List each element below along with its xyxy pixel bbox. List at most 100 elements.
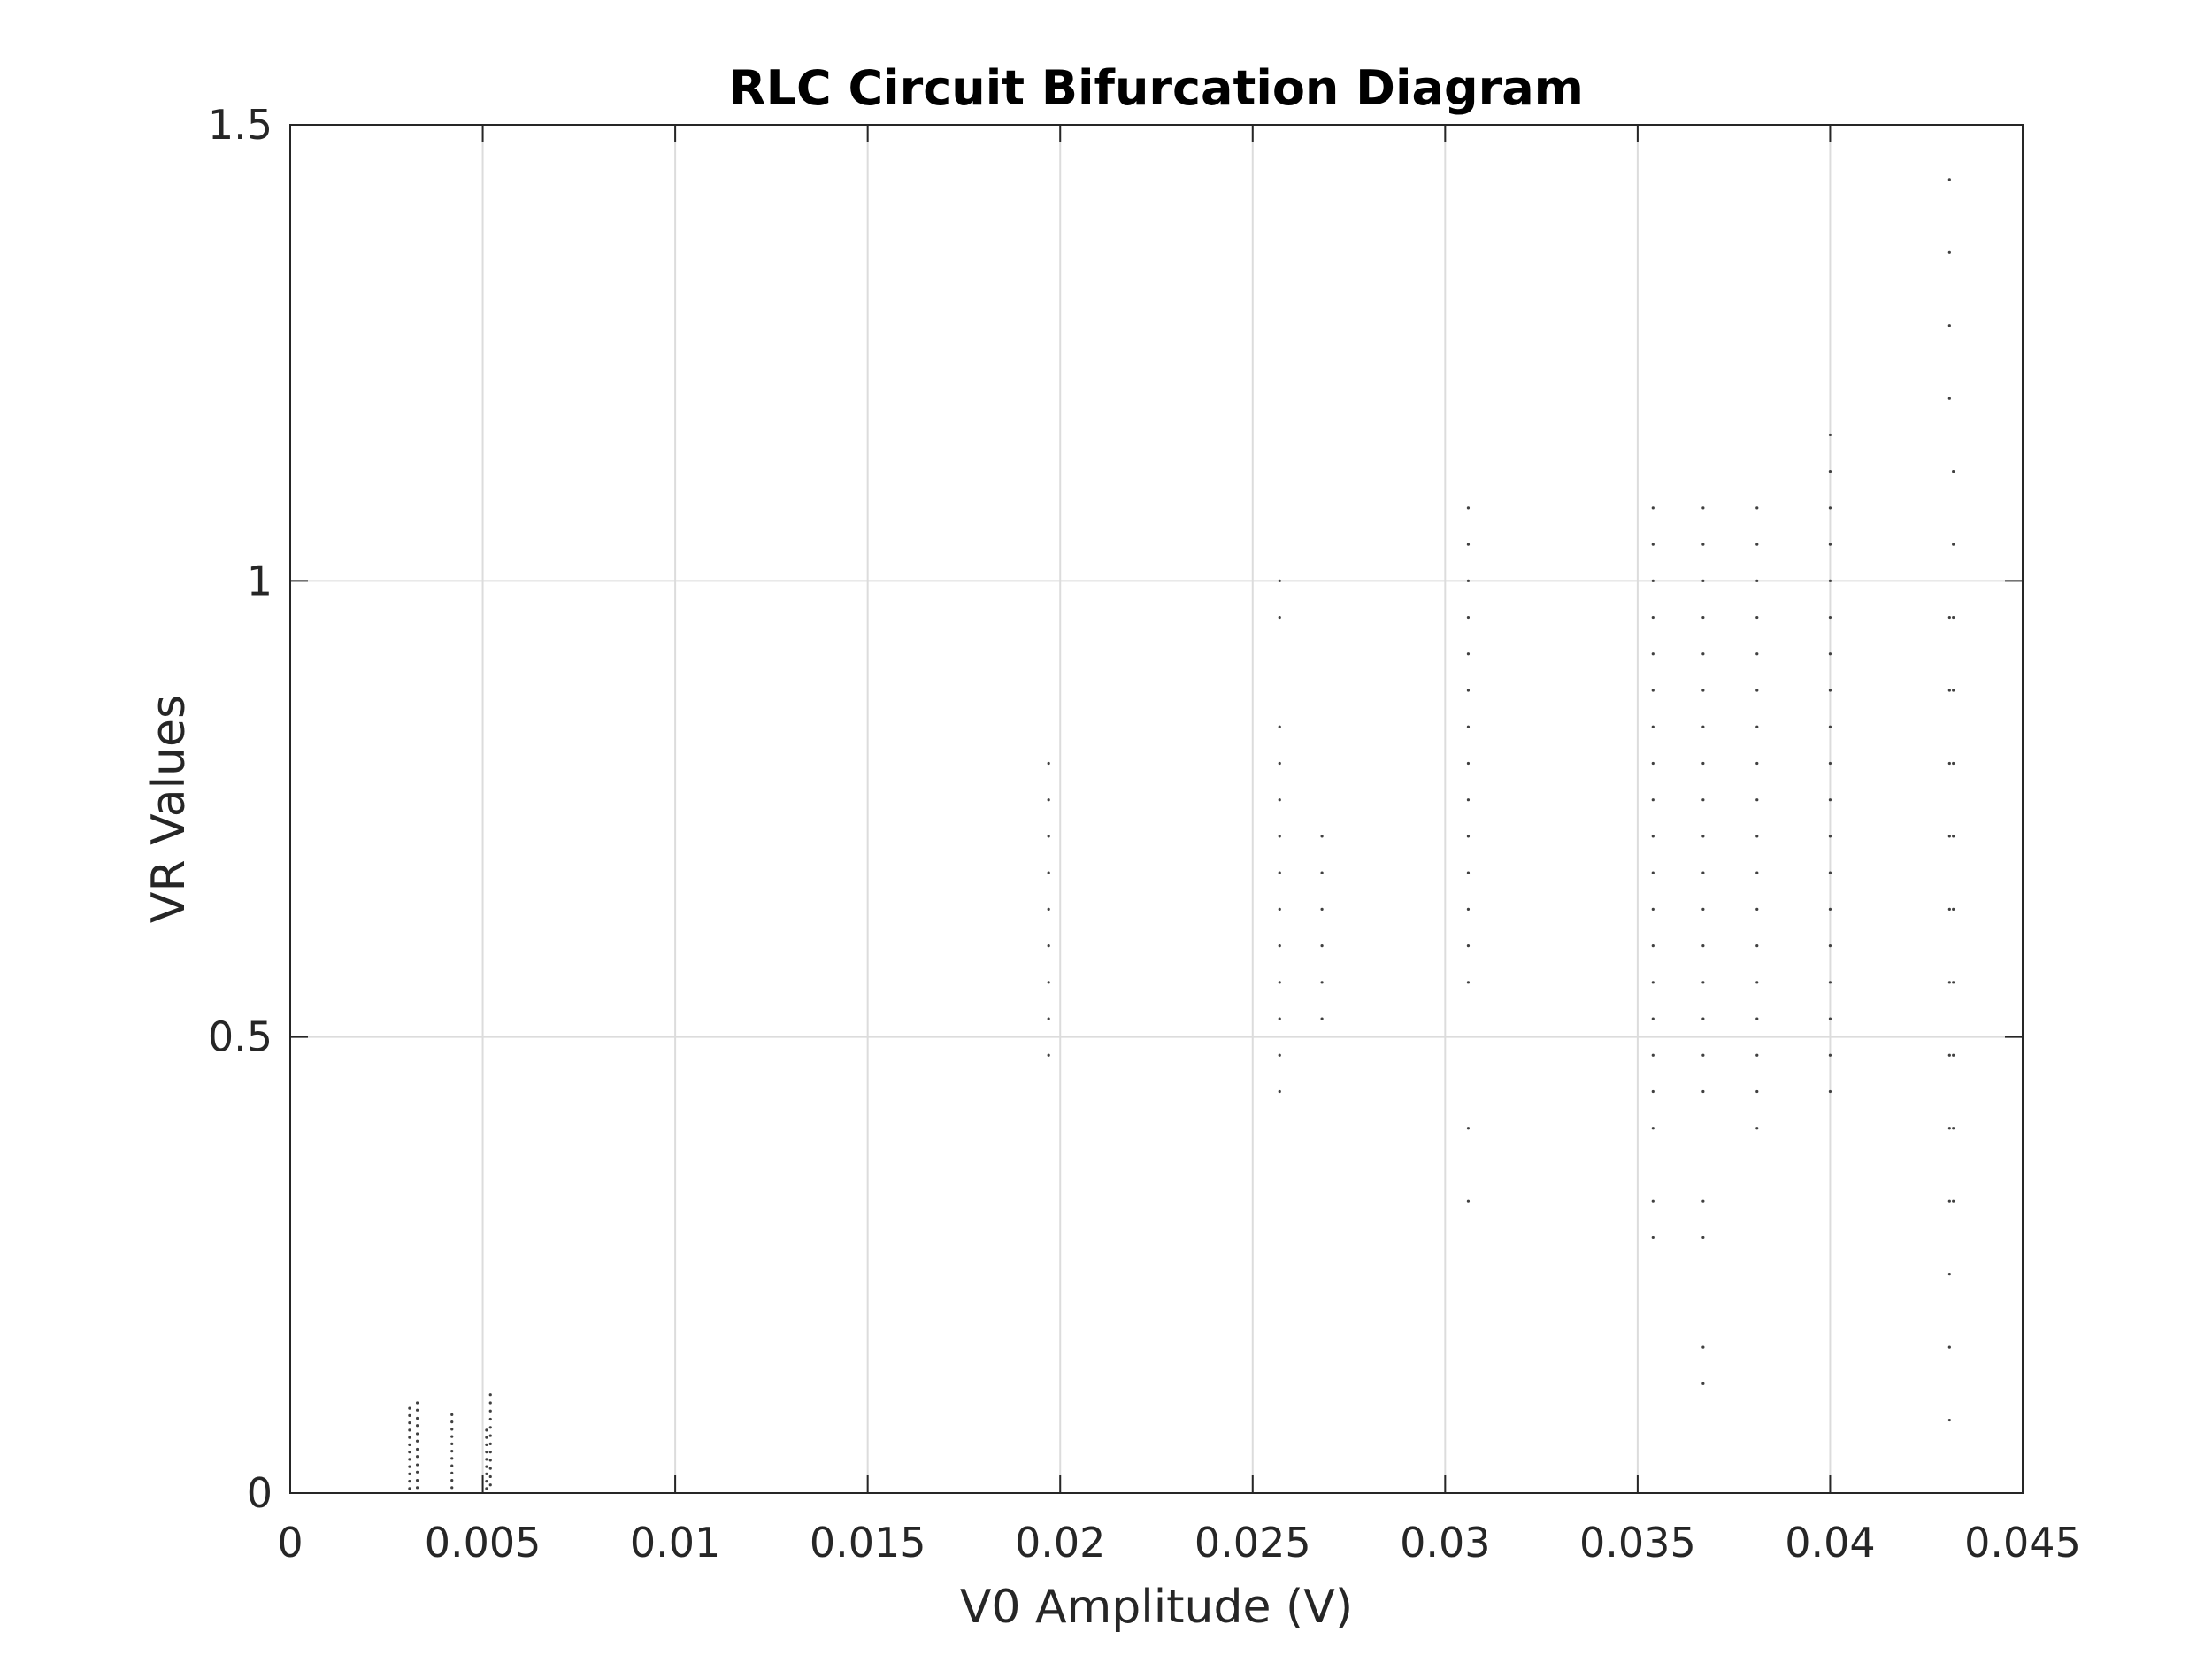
chart-title: RLC Circuit Bifurcation Diagram [729, 60, 1584, 116]
data-point [1952, 615, 1955, 620]
data-point [1651, 543, 1655, 546]
data-point [1278, 871, 1281, 874]
data-point [1466, 725, 1471, 728]
data-point [1466, 506, 1471, 510]
data-point [415, 1470, 419, 1474]
data-point [450, 1442, 454, 1445]
data-point [1952, 1127, 1955, 1130]
data-point [1651, 1053, 1655, 1057]
data-point [1047, 1017, 1050, 1020]
data-point [1828, 433, 1832, 437]
data-point [1651, 981, 1655, 984]
data-point [1278, 579, 1281, 582]
data-point [1755, 506, 1759, 510]
data-point [1701, 543, 1705, 546]
data-point [1651, 1089, 1655, 1094]
data-point [1047, 1053, 1050, 1057]
data-point [1651, 835, 1655, 838]
data-point [1828, 1089, 1832, 1094]
x-tick-label: 0.035 [1579, 1519, 1696, 1567]
data-point [415, 1447, 419, 1451]
data-point [450, 1435, 454, 1438]
data-point [1701, 652, 1705, 656]
data-point [1701, 615, 1705, 620]
data-point [1278, 761, 1281, 766]
data-point [1701, 871, 1705, 874]
data-point [415, 1439, 419, 1443]
data-point [1952, 1199, 1955, 1203]
data-point [415, 1424, 419, 1428]
data-point [1278, 1089, 1281, 1094]
data-point [485, 1436, 488, 1439]
data-point [450, 1471, 454, 1474]
data-point [1755, 944, 1759, 948]
data-point [1651, 798, 1655, 802]
data-point [1047, 798, 1050, 802]
data-point [1828, 835, 1832, 838]
data-point [488, 1451, 492, 1454]
data-point [1701, 579, 1705, 582]
data-point [1701, 689, 1705, 692]
data-point [1947, 689, 1951, 692]
x-tick-label: 0 [277, 1519, 303, 1567]
data-point [450, 1457, 454, 1460]
data-point [1701, 725, 1705, 728]
data-point [415, 1432, 419, 1436]
data-point [1947, 907, 1951, 911]
x-tick-label: 0.015 [810, 1519, 926, 1567]
data-point [1466, 835, 1471, 838]
data-point [415, 1455, 419, 1459]
data-point [1320, 1017, 1324, 1020]
data-point [1047, 871, 1050, 874]
data-point [1651, 1017, 1655, 1020]
data-point [450, 1413, 454, 1416]
data-point [1047, 981, 1050, 984]
data-point [1947, 1418, 1951, 1422]
data-point [488, 1434, 492, 1437]
x-tick-label: 0.04 [1785, 1519, 1875, 1567]
data-point [1947, 397, 1951, 400]
data-point [485, 1480, 488, 1483]
data-point [1755, 579, 1759, 582]
data-point [450, 1449, 454, 1453]
data-point [488, 1442, 492, 1445]
data-point [1651, 871, 1655, 874]
data-point [450, 1464, 454, 1467]
data-point [1466, 798, 1471, 802]
data-point [1701, 1382, 1705, 1385]
data-point [488, 1459, 492, 1462]
data-point [1466, 907, 1471, 911]
x-tick-label: 0.045 [1964, 1519, 2081, 1567]
data-point [415, 1401, 419, 1405]
y-tick-label: 1.5 [208, 101, 273, 149]
data-point [1947, 1345, 1951, 1349]
data-point [1755, 725, 1759, 728]
data-point [415, 1478, 419, 1482]
data-point [1466, 761, 1471, 766]
data-point [1947, 250, 1951, 254]
data-point [1755, 835, 1759, 838]
data-point [1701, 1017, 1705, 1020]
data-point [1047, 944, 1050, 948]
data-point [1755, 761, 1759, 766]
data-point [1651, 689, 1655, 692]
data-point [1947, 178, 1951, 181]
data-point [1466, 689, 1471, 692]
data-point [1828, 543, 1832, 546]
data-point [1755, 871, 1759, 874]
y-tick-label: 1 [247, 557, 273, 604]
data-point [1952, 689, 1955, 692]
data-point [1947, 1199, 1951, 1203]
data-point [1278, 981, 1281, 984]
data-point [1320, 907, 1324, 911]
data-point [1755, 1053, 1759, 1057]
data-point [1320, 981, 1324, 984]
data-point [488, 1467, 492, 1470]
data-point [408, 1436, 411, 1439]
data-point [415, 1486, 419, 1490]
data-point [1278, 835, 1281, 838]
data-point [488, 1426, 492, 1429]
data-point [1278, 1017, 1281, 1020]
data-point [1828, 725, 1832, 728]
x-tick-label: 0.005 [425, 1519, 541, 1567]
